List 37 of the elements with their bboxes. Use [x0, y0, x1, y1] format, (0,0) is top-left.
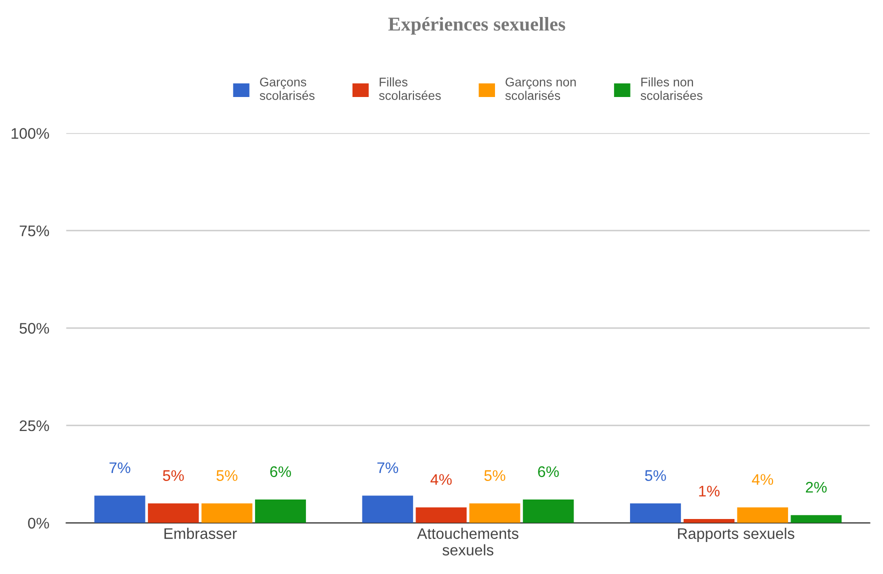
y-tick-label: 25% [20, 420, 50, 432]
x-tick-label: Rapports sexuels [678, 528, 794, 542]
data-label: 7% [377, 462, 398, 474]
bar [684, 519, 734, 523]
data-label: 5% [216, 470, 238, 481]
data-label: 5% [484, 470, 506, 481]
data-label: 5% [162, 470, 184, 481]
y-tick-label: 100% [12, 128, 50, 139]
legend-label: Garçons non scolarisés [505, 78, 576, 100]
chart-title: Expériences sexuelles [388, 17, 566, 35]
bar [790, 515, 842, 523]
data-label: 4% [430, 474, 452, 485]
data-label: 6% [538, 466, 559, 478]
data-label: 7% [110, 462, 130, 474]
bar [416, 507, 467, 523]
bar [737, 507, 788, 523]
bar [255, 500, 306, 523]
data-label: 4% [752, 474, 774, 485]
data-label: 5% [645, 470, 666, 481]
legend-label: Filles non scolarisées [640, 77, 702, 100]
legend-label: Filles scolarisées [379, 77, 441, 100]
bar [201, 503, 252, 523]
y-tick-label: 50% [20, 322, 50, 334]
bar [362, 496, 414, 523]
data-label: 2% [806, 482, 827, 493]
bar [522, 500, 574, 523]
bar [630, 503, 681, 523]
bar [94, 496, 146, 523]
bar [469, 503, 520, 523]
data-label: 1% [699, 486, 720, 496]
bar [148, 503, 199, 523]
y-tick-label: 75% [20, 226, 50, 236]
legend-label: Garçons scolarisés [260, 78, 315, 100]
y-tick-label: 0% [28, 518, 50, 529]
x-tick-label: Embrasser [164, 528, 237, 539]
x-tick-label: Attouchements sexuels [417, 528, 518, 556]
data-label: 6% [270, 466, 291, 478]
